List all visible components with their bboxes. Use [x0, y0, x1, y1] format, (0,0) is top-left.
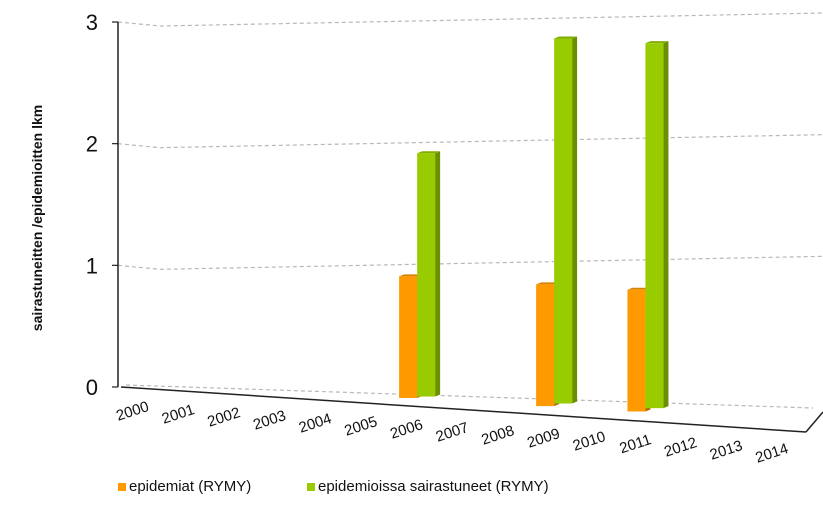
x-tick-label: 2008 [479, 422, 516, 448]
axes [112, 21, 823, 433]
x-tick-label: 2006 [388, 416, 425, 442]
bar-front [627, 289, 646, 412]
bar-front [554, 38, 573, 404]
x-tick-label: 2005 [342, 413, 379, 439]
bar [645, 41, 669, 409]
legend-swatch [307, 483, 315, 491]
y-tick-label: 2 [86, 132, 98, 157]
x-tick-label: 2001 [160, 401, 197, 427]
bar-top [627, 287, 651, 290]
legend-label: epidemiat (RYMY) [129, 478, 251, 495]
bar-front [645, 43, 664, 409]
x-tick-label: 2000 [114, 398, 151, 424]
x-tick-label: 2011 [617, 431, 653, 457]
x-tick-label: 2010 [571, 428, 608, 454]
gridline [117, 255, 823, 270]
bar-front [417, 153, 436, 397]
x-tick-label: 2014 [753, 440, 790, 466]
y-tick-label: 0 [86, 375, 98, 400]
floor-back-line [125, 384, 814, 409]
bar-top [645, 41, 669, 44]
x-tick-label: 2002 [205, 404, 242, 430]
bar-top [536, 282, 560, 285]
x-tick-label: 2007 [434, 419, 471, 445]
bar-side [663, 41, 669, 409]
x-axis-line [120, 386, 807, 433]
bar-side [435, 151, 441, 397]
x-tick-label: 2009 [525, 425, 562, 451]
x-tick-label: 2004 [297, 410, 334, 436]
bars [399, 36, 669, 412]
x-tick-label: 2003 [251, 407, 288, 433]
bar-top [554, 36, 578, 39]
x-tick-label: 2013 [708, 437, 745, 463]
legend-swatch [118, 483, 126, 491]
y-axis-label: sairastuneitten /epidemioitten lkm [29, 105, 45, 331]
bar-top [417, 151, 441, 154]
gridlines [117, 12, 823, 409]
legend: epidemiat (RYMY) epidemioissa sairastunee… [118, 478, 549, 495]
legend-item: epidemioissa sairastuneet (RYMY) [307, 478, 549, 495]
legend-label: epidemioissa sairastuneet (RYMY) [318, 478, 549, 495]
bar-top [399, 274, 423, 277]
bar-front [536, 284, 555, 407]
bar [417, 151, 441, 397]
bar [554, 36, 578, 404]
gridline [117, 12, 823, 27]
legend-item: epidemiat (RYMY) [118, 478, 251, 495]
x-tick-label: 2012 [662, 434, 699, 460]
bar-side [572, 36, 578, 404]
gridline [117, 134, 823, 149]
bar-front [399, 276, 418, 398]
y-tick-label: 3 [86, 10, 98, 35]
y-tick-label: 1 [86, 253, 98, 278]
x-axis-depth-line [805, 411, 823, 433]
